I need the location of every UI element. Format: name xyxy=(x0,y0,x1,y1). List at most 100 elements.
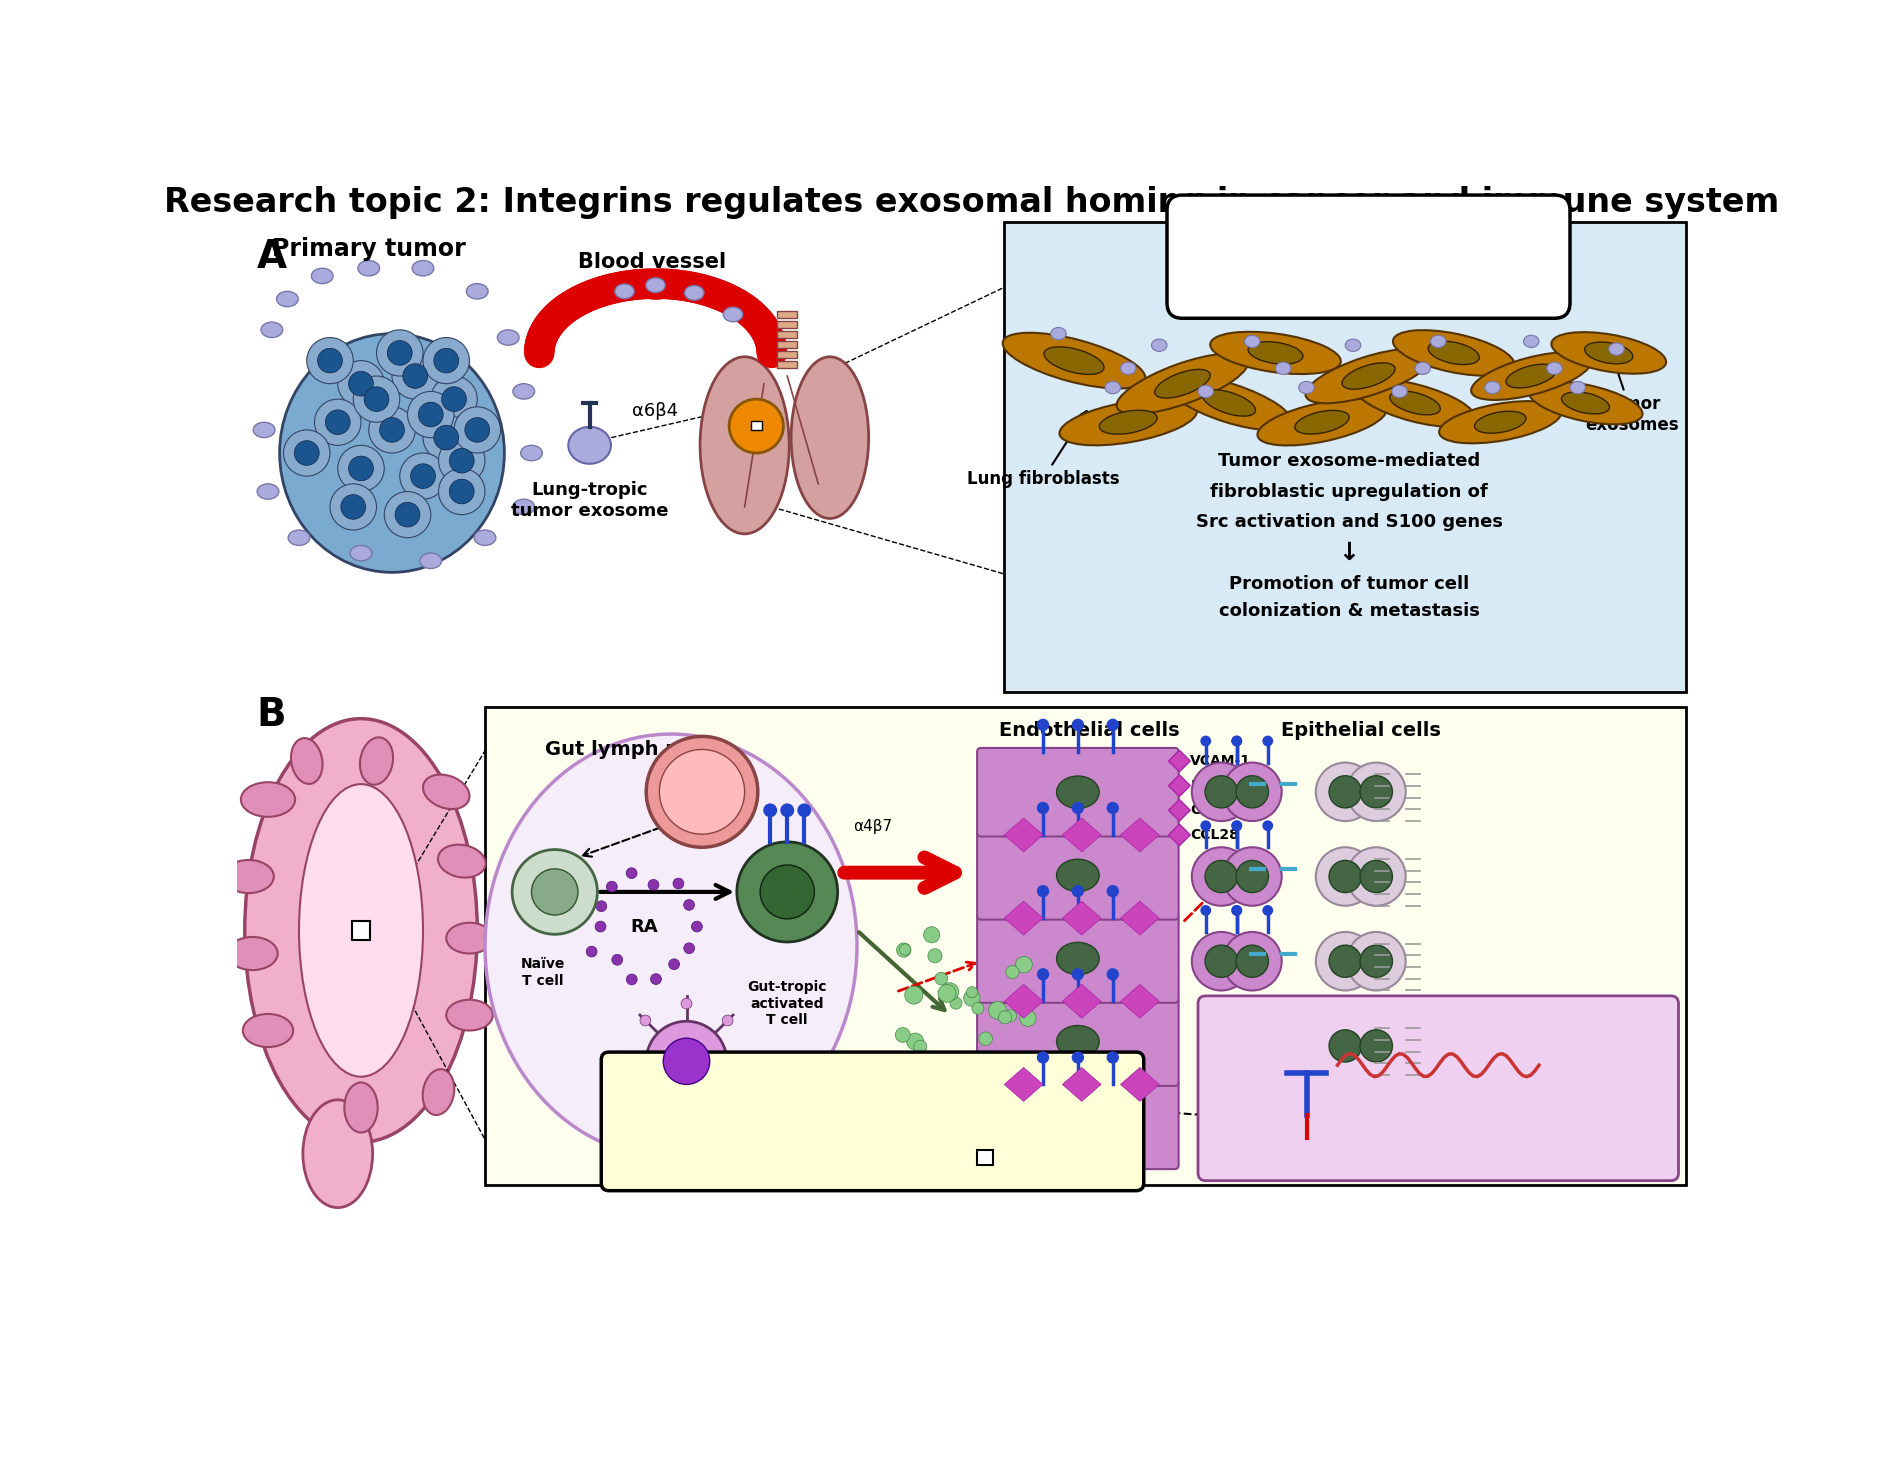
Ellipse shape xyxy=(474,531,497,545)
Circle shape xyxy=(449,448,474,473)
Circle shape xyxy=(402,364,428,389)
Circle shape xyxy=(669,959,679,970)
Circle shape xyxy=(394,503,419,528)
Ellipse shape xyxy=(1121,362,1136,374)
Circle shape xyxy=(1007,965,1018,978)
Polygon shape xyxy=(1121,902,1158,936)
Circle shape xyxy=(1329,860,1361,893)
Circle shape xyxy=(1316,933,1375,990)
Bar xyxy=(351,921,370,940)
Circle shape xyxy=(307,337,353,384)
Circle shape xyxy=(434,426,459,449)
Circle shape xyxy=(1200,736,1212,746)
Circle shape xyxy=(1359,1030,1392,1063)
FancyBboxPatch shape xyxy=(1198,996,1678,1181)
Polygon shape xyxy=(1005,984,1043,1018)
Circle shape xyxy=(760,865,815,919)
Ellipse shape xyxy=(1056,943,1100,974)
Ellipse shape xyxy=(345,1082,377,1132)
Circle shape xyxy=(1037,803,1048,814)
Ellipse shape xyxy=(1570,381,1585,393)
Circle shape xyxy=(626,868,637,878)
Text: Pre-metastatic
niche formation: Pre-metastatic niche formation xyxy=(1276,235,1462,278)
FancyBboxPatch shape xyxy=(601,1052,1143,1191)
Ellipse shape xyxy=(446,922,493,953)
Circle shape xyxy=(430,375,478,423)
Circle shape xyxy=(973,1002,984,1014)
Circle shape xyxy=(923,927,940,943)
Ellipse shape xyxy=(1585,341,1632,364)
Ellipse shape xyxy=(423,1069,455,1114)
Ellipse shape xyxy=(1050,328,1066,340)
Bar xyxy=(777,331,798,338)
Text: Exosomal miRNA-induced: Exosomal miRNA-induced xyxy=(753,1072,992,1089)
Ellipse shape xyxy=(277,291,298,307)
Ellipse shape xyxy=(1414,362,1430,374)
Text: fibroblastic upregulation of: fibroblastic upregulation of xyxy=(1210,482,1488,501)
Ellipse shape xyxy=(279,334,504,572)
Ellipse shape xyxy=(1151,338,1168,352)
Polygon shape xyxy=(1168,774,1191,797)
Circle shape xyxy=(408,392,453,437)
Ellipse shape xyxy=(1505,364,1557,387)
Text: ↓: ↓ xyxy=(1339,541,1359,565)
Circle shape xyxy=(330,483,377,531)
Circle shape xyxy=(1107,968,1119,980)
Circle shape xyxy=(531,869,578,915)
Circle shape xyxy=(1236,944,1268,977)
Circle shape xyxy=(341,495,366,519)
Ellipse shape xyxy=(521,445,542,461)
Ellipse shape xyxy=(303,1100,374,1208)
Circle shape xyxy=(449,479,474,504)
Circle shape xyxy=(895,1027,910,1042)
Circle shape xyxy=(419,402,444,427)
Circle shape xyxy=(914,1041,927,1054)
Circle shape xyxy=(1037,1051,1048,1064)
Ellipse shape xyxy=(243,1014,294,1046)
Circle shape xyxy=(730,399,783,454)
Ellipse shape xyxy=(1257,399,1386,445)
FancyBboxPatch shape xyxy=(1005,222,1686,692)
Circle shape xyxy=(978,1032,992,1045)
Circle shape xyxy=(400,454,446,500)
Circle shape xyxy=(595,921,607,933)
Ellipse shape xyxy=(311,268,334,284)
Circle shape xyxy=(684,943,694,953)
Ellipse shape xyxy=(1299,381,1314,393)
Circle shape xyxy=(1263,820,1274,831)
Ellipse shape xyxy=(1430,336,1447,347)
Ellipse shape xyxy=(614,284,633,299)
Ellipse shape xyxy=(485,735,857,1157)
Polygon shape xyxy=(1005,902,1043,936)
Text: endothelial downregulation: endothelial downregulation xyxy=(743,1100,1001,1117)
Ellipse shape xyxy=(358,260,379,276)
Ellipse shape xyxy=(1045,347,1103,374)
Circle shape xyxy=(337,445,385,492)
Bar xyxy=(751,421,762,430)
Ellipse shape xyxy=(300,785,423,1076)
Circle shape xyxy=(1020,1009,1035,1026)
Polygon shape xyxy=(1121,817,1158,851)
Text: VCAM-1: VCAM-1 xyxy=(1191,754,1251,769)
Circle shape xyxy=(1005,1009,1016,1021)
Circle shape xyxy=(1359,860,1392,893)
Circle shape xyxy=(1231,736,1242,746)
Circle shape xyxy=(660,749,745,834)
Circle shape xyxy=(1316,763,1375,822)
Circle shape xyxy=(963,990,980,1007)
Ellipse shape xyxy=(411,260,434,276)
Ellipse shape xyxy=(1295,411,1350,435)
Ellipse shape xyxy=(262,322,283,337)
Circle shape xyxy=(1037,885,1048,897)
FancyBboxPatch shape xyxy=(976,998,1179,1086)
Circle shape xyxy=(927,949,942,962)
Ellipse shape xyxy=(419,553,442,569)
Circle shape xyxy=(442,387,466,411)
Circle shape xyxy=(647,1021,726,1101)
Ellipse shape xyxy=(1060,399,1196,445)
Circle shape xyxy=(781,804,794,817)
Text: CCR9: CCR9 xyxy=(794,900,836,915)
Ellipse shape xyxy=(1390,392,1441,415)
Text: Research topic 2: Integrins regulates exosomal homing in cancer and immune syste: Research topic 2: Integrins regulates ex… xyxy=(165,186,1778,219)
Circle shape xyxy=(738,842,838,941)
